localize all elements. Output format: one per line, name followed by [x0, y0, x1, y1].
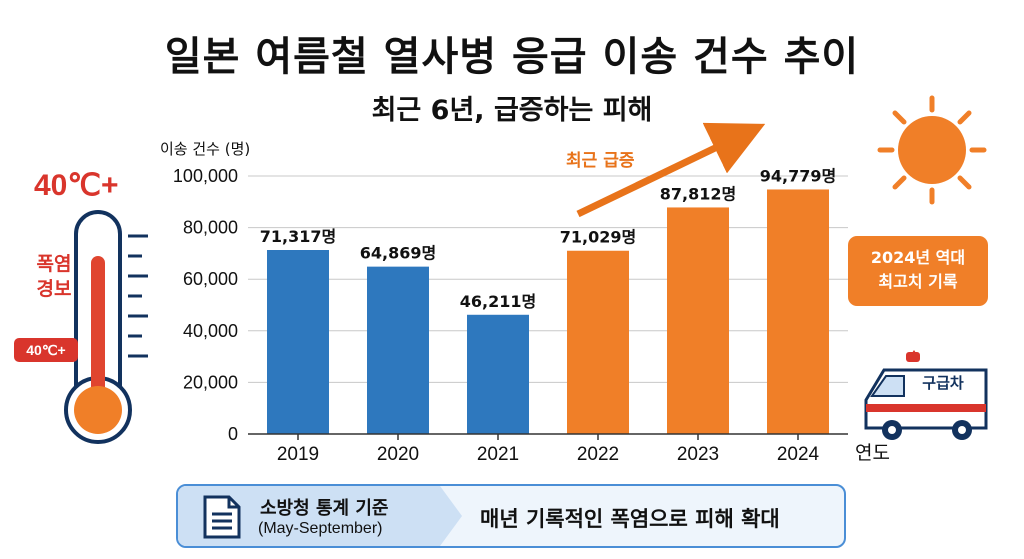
- footer-message: 매년 기록적인 폭염으로 피해 확대: [480, 507, 780, 531]
- bar-2022: [567, 250, 629, 434]
- ambulance-label: 구급차: [922, 374, 964, 392]
- record-badge-line-1: 2024년 역대: [870, 248, 966, 267]
- y-tick-label: 80,000: [183, 218, 238, 238]
- heat-warning-label: 폭염 경보: [26, 252, 82, 302]
- sun-icon: [877, 95, 987, 205]
- x-tick-label-2019: 2019: [277, 444, 319, 465]
- trend-label: 최근 급증: [566, 151, 635, 171]
- y-tick-label: 20,000: [183, 372, 238, 392]
- record-badge-line-2: 최고치 기록: [878, 272, 958, 291]
- y-axis-title: 이송 건수 (명): [160, 140, 250, 158]
- gridlines: [248, 175, 848, 383]
- data-labels: 71,317명 64,869명 46,211명 71,029명 87,812명 94,77…: [260, 166, 836, 310]
- bar-2024: [767, 189, 829, 434]
- heat-warning-line-1: 폭염: [36, 253, 72, 275]
- chart-title: 일본 여름철 열사병 응급 이송 건수 추이: [164, 34, 860, 80]
- x-axis-ticks: 2019 2020 2021 2022 2023 2024: [277, 434, 820, 465]
- x-tick-label-2022: 2022: [577, 444, 619, 465]
- x-tick-label-2021: 2021: [477, 444, 519, 465]
- ambulance-icon: [864, 350, 988, 440]
- x-tick-label-2020: 2020: [377, 444, 419, 465]
- source-panel-arrow: [440, 486, 462, 546]
- source-banner: 소방청 통계 기준 (May-September) 매년 기록적인 폭염으로 피…: [176, 484, 846, 548]
- data-label-2023: 87,812명: [660, 184, 736, 203]
- document-icon: [203, 495, 241, 539]
- y-tick-label: 100,000: [173, 166, 238, 186]
- period-text: (May-September): [258, 520, 383, 537]
- data-label-2024: 94,779명: [760, 166, 836, 185]
- trend-arrow: [576, 122, 766, 218]
- heat-warning-line-2: 경보: [36, 278, 72, 300]
- y-tick-label: 0: [228, 424, 238, 444]
- y-axis-ticks: 0 20,000 40,000 60,000 80,000 100,000: [173, 166, 238, 444]
- temperature-tag: 40℃+: [14, 338, 78, 362]
- bars: [267, 189, 829, 434]
- bar-2021: [467, 314, 529, 434]
- bar-2020: [367, 266, 429, 434]
- record-badge: 2024년 역대 최고치 기록: [848, 236, 988, 306]
- bar-2023: [667, 207, 729, 434]
- y-tick-label: 60,000: [183, 269, 238, 289]
- bar-2019: [267, 250, 329, 434]
- y-tick-label: 40,000: [183, 321, 238, 341]
- thermometer-icon: [64, 210, 148, 444]
- data-label-2020: 64,869명: [360, 244, 436, 263]
- source-text: 소방청 통계 기준: [260, 498, 389, 519]
- x-tick-label-2023: 2023: [677, 444, 719, 465]
- chart-subtitle: 최근 6년, 급증하는 피해: [371, 95, 653, 126]
- x-axis-title: 연도: [855, 442, 890, 464]
- data-label-2022: 71,029명: [560, 228, 636, 247]
- temperature-label: 40℃+: [34, 169, 119, 202]
- data-label-2021: 46,211명: [460, 292, 536, 311]
- x-tick-label-2024: 2024: [777, 444, 820, 465]
- data-label-2019: 71,317명: [260, 227, 336, 246]
